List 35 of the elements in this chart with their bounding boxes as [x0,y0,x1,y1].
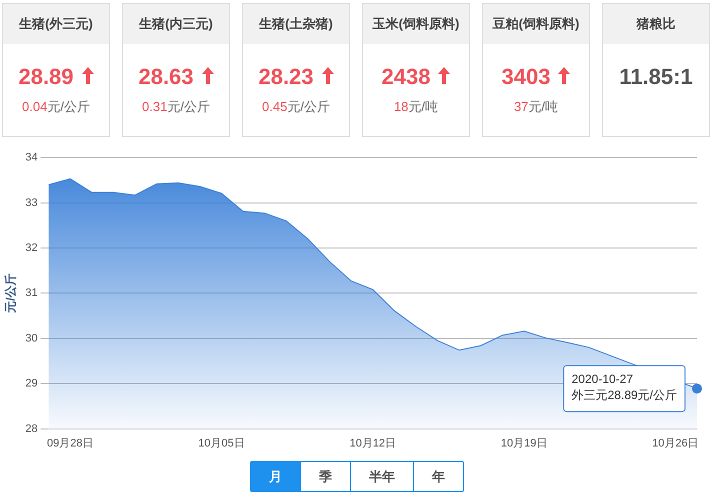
text: 28.23 [258,64,314,89]
text: 37元/吨 [512,98,560,116]
text: 18元/吨 [392,98,440,116]
text: 3403 [502,64,550,89]
category-label: 豆粕(饲料原料) [483,4,589,44]
text: 年 [413,462,463,491]
text: 月 [251,462,300,491]
text: 28.89 [18,64,74,89]
y-tick-label: 28 [25,422,38,435]
text: 28.63 [138,64,194,89]
x-tick-label: 09月28日 [47,437,94,450]
x-tick-label: 10月05日 [198,437,245,450]
text: 0.31元/公斤 [141,98,211,116]
text: 半年 [350,462,413,491]
y-tick-label: 29 [25,378,38,390]
y-axis-title: 元/公斤 [4,274,18,314]
y-tick-label: 30 [25,332,38,344]
category-label: 猪粮比 [603,4,709,44]
x-tick-label: 10月19日 [500,437,548,450]
text: 0.04元/公斤 [21,98,91,116]
category-label: 生猪(土杂猪) [243,4,349,44]
y-tick-label: 32 [25,242,38,254]
x-tick-label: 10月12日 [350,437,396,450]
text: 季 [300,462,350,491]
category-label: 玉米(饲料原料) [363,4,469,44]
text: 11.85:1 [619,64,693,89]
x-tick-label: 10月26日 [652,437,699,450]
text: 0.45元/公斤 [261,98,331,116]
y-tick-label: 33 [25,196,38,209]
text: 2438 [382,64,430,89]
category-label: 生猪(内三元) [123,4,229,44]
y-tick-label: 34 [25,152,38,164]
annotation: 2020-10-27 外三元28.89元/公斤 [572,372,678,402]
y-tick-label: 31 [25,287,38,300]
category-label: 生猪(外三元) [3,4,109,44]
